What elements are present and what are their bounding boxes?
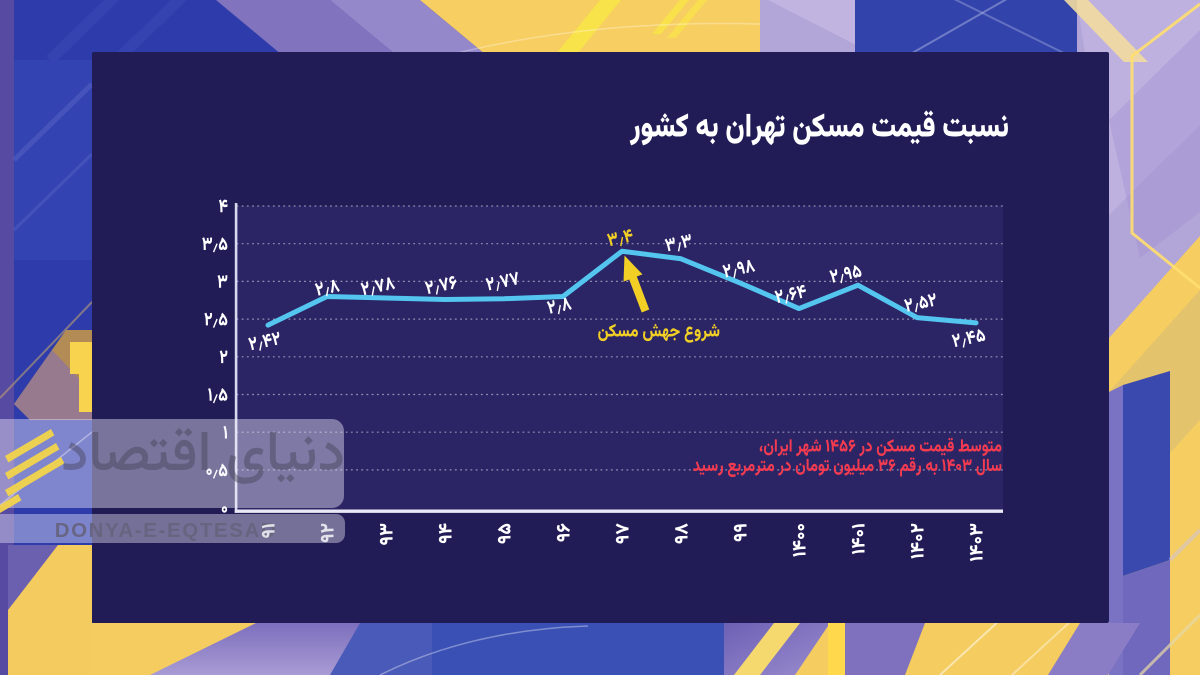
y-tick-label <box>219 350 228 364</box>
x-tick-label <box>969 523 983 562</box>
footnote <box>693 437 1002 477</box>
watermark-chevrons-icon <box>0 429 65 513</box>
value-label <box>248 331 280 351</box>
x-tick-label <box>438 523 452 544</box>
y-tick-label <box>217 274 228 288</box>
value-label <box>722 259 756 279</box>
x-tick-label <box>674 523 689 544</box>
y-tick-label <box>204 312 228 328</box>
annotation-housing-jump <box>598 255 720 343</box>
x-tick-label <box>320 523 334 543</box>
value-label <box>485 271 518 292</box>
value-label <box>829 264 862 284</box>
y-tick-label <box>221 506 228 513</box>
watermark-logo-box <box>0 419 344 508</box>
y-axis-tick-labels <box>202 199 228 513</box>
value-label <box>951 329 986 348</box>
value-label <box>314 279 340 297</box>
value-labels <box>248 229 986 351</box>
value-label <box>903 293 936 313</box>
x-tick-label <box>733 524 747 542</box>
value-label <box>546 297 572 315</box>
y-tick-label <box>218 199 228 213</box>
footnote-line2-text <box>693 457 1002 477</box>
footnote-line1-text <box>759 437 1002 457</box>
series-line <box>265 248 979 328</box>
watermark-name-band <box>0 514 345 543</box>
watermark-brand-fa-text <box>63 428 343 484</box>
x-tick-label <box>792 524 806 557</box>
x-axis-tick-labels <box>261 523 983 562</box>
jump-note-text <box>598 323 720 343</box>
value-label <box>664 233 691 252</box>
value-label <box>606 229 633 247</box>
chart-title-text <box>629 110 1008 146</box>
value-label <box>424 276 457 295</box>
x-tick-label <box>379 523 393 545</box>
y-tick-label <box>223 425 228 439</box>
chart <box>202 110 1008 513</box>
x-tick-label <box>497 523 511 544</box>
y-tick-label <box>208 387 228 404</box>
y-tick-label <box>206 463 228 479</box>
x-tick-label <box>910 523 924 559</box>
value-label <box>774 284 807 304</box>
watermark: DONYA-E-EQTESAD <box>0 419 345 543</box>
x-tick-label <box>556 523 570 542</box>
jump-arrow-icon <box>623 255 650 313</box>
watermark-brand-latin-text: DONYA-E-EQTESAD <box>55 519 278 542</box>
x-tick-label <box>261 524 275 538</box>
plot-area <box>235 206 1003 512</box>
y-tick-label <box>202 237 228 253</box>
x-tick-label <box>615 523 629 544</box>
value-label <box>360 277 396 296</box>
x-tick-label <box>851 524 865 555</box>
